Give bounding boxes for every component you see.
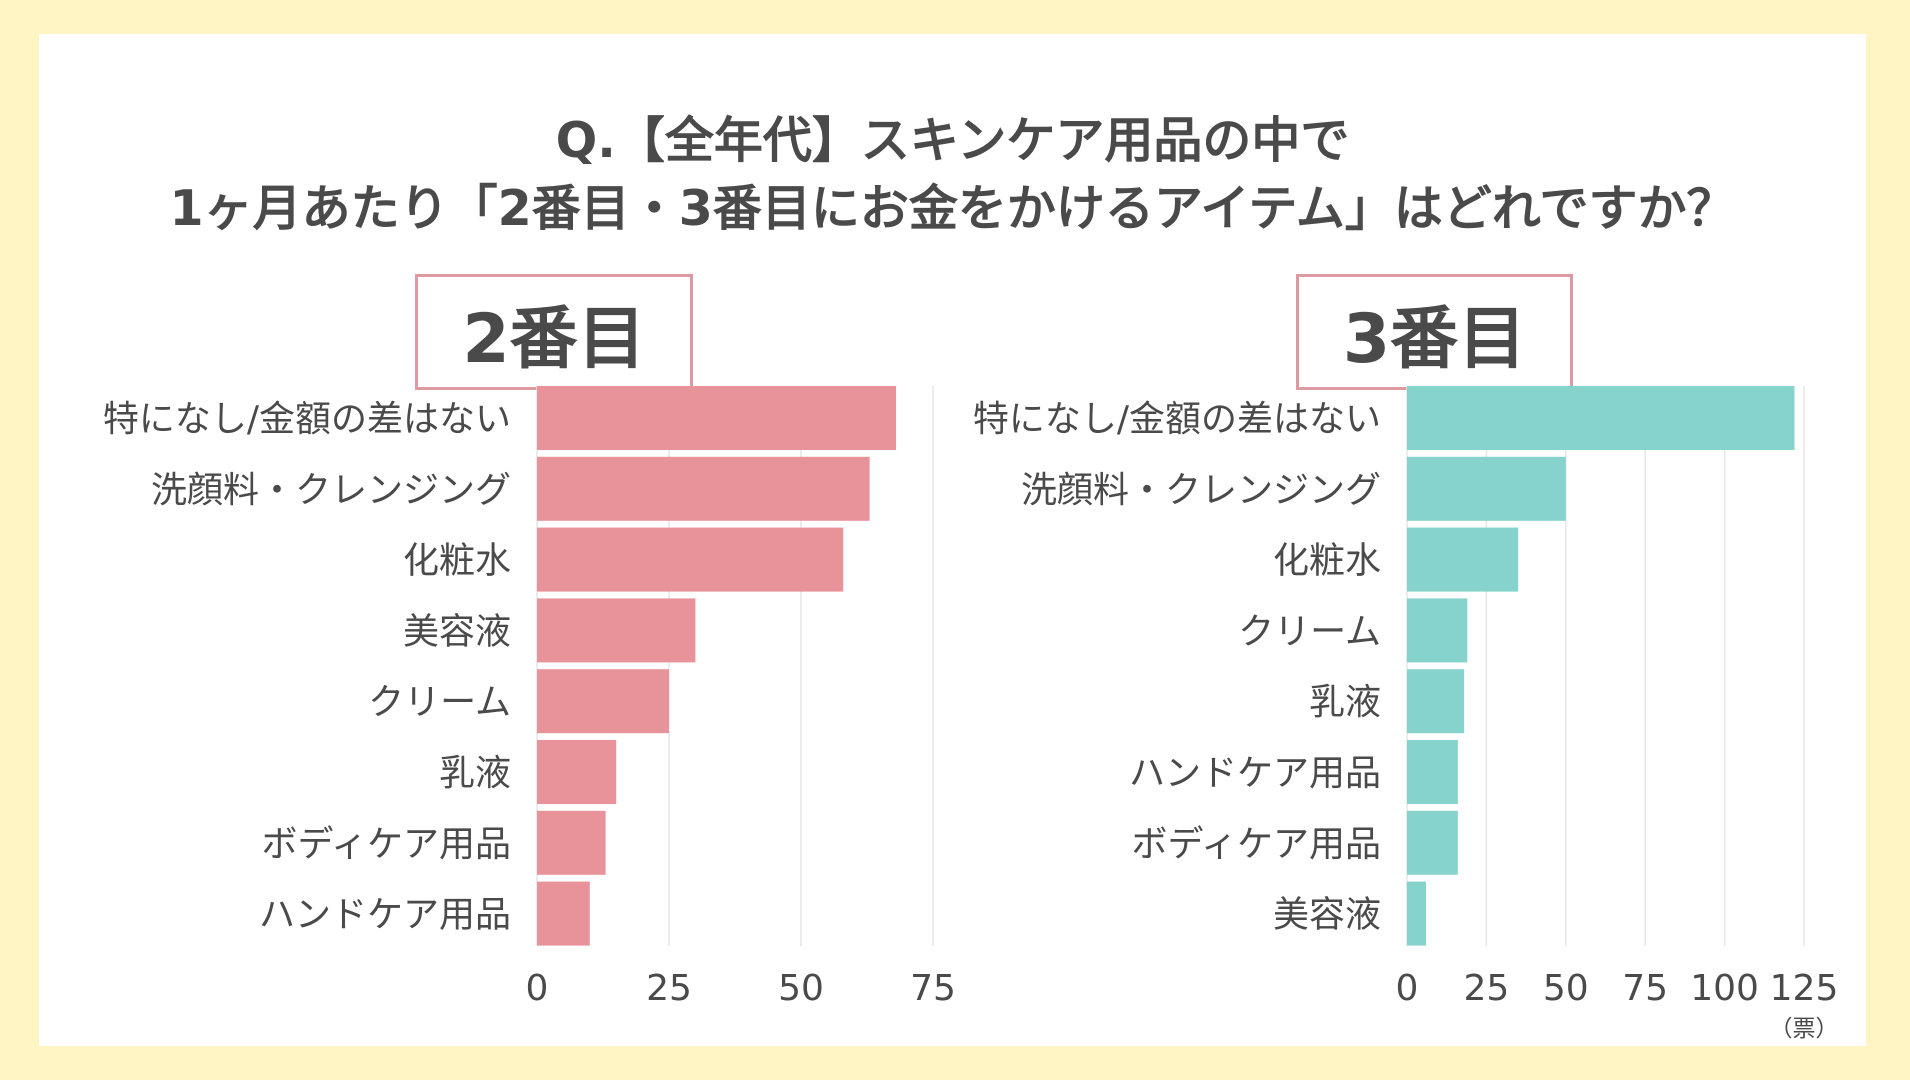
chart-title-line-1: Q.【全年代】スキンケア用品の中で	[555, 112, 1350, 169]
category-label-2nd-5: 乳液	[439, 753, 511, 794]
category-label-2nd-3: 美容液	[403, 611, 511, 652]
tick-label-2nd-1: 25	[646, 968, 692, 1009]
panel-title-2nd: 2番目	[462, 299, 646, 379]
tick-label-2nd-2: 50	[778, 968, 824, 1009]
unit-label: （票）	[1770, 1016, 1839, 1042]
bar-3rd-3	[1407, 598, 1468, 663]
chart-title-line-2: 1ヶ月あたり「2番目・3番目にお金をかけるアイテム」はどれですか？	[169, 180, 1736, 237]
tick-label-3rd-5: 125	[1770, 968, 1839, 1009]
category-label-2nd-2: 化粧水	[403, 541, 511, 582]
category-label-3rd-5: ハンドケア用品	[1129, 753, 1381, 794]
tick-label-3rd-1: 25	[1463, 968, 1509, 1009]
category-label-3rd-2: 化粧水	[1273, 541, 1381, 582]
category-label-2nd-7: ハンドケア用品	[259, 895, 511, 936]
category-label-2nd-0: 特になし/金額の差はない	[103, 399, 511, 440]
bar-3rd-6	[1407, 810, 1458, 875]
bar-3rd-5	[1407, 740, 1458, 804]
bar-3rd-4	[1407, 669, 1465, 734]
bar-3rd-7	[1407, 881, 1427, 946]
category-label-2nd-4: クリーム	[368, 682, 511, 723]
category-label-3rd-0: 特になし/金額の差はない	[973, 399, 1381, 440]
bar-2nd-3	[537, 598, 696, 663]
tick-label-3rd-2: 50	[1543, 968, 1589, 1009]
bar-3rd-0	[1407, 386, 1795, 450]
bar-2nd-1	[537, 456, 870, 521]
bar-3rd-1	[1407, 456, 1566, 521]
bar-3rd-2	[1407, 527, 1519, 592]
bar-2nd-7	[537, 881, 590, 946]
bar-2nd-4	[537, 669, 669, 734]
category-label-3rd-3: クリーム	[1238, 611, 1381, 652]
tick-label-3rd-3: 75	[1622, 968, 1668, 1009]
bar-2nd-6	[537, 810, 606, 875]
category-label-2nd-1: 洗顔料・クレンジング	[151, 470, 511, 511]
category-label-3rd-1: 洗顔料・クレンジング	[1021, 470, 1381, 511]
panel-title-3rd: 3番目	[1342, 299, 1527, 379]
bar-2nd-2	[537, 527, 844, 592]
tick-label-2nd-3: 75	[910, 968, 956, 1009]
category-label-2nd-6: ボディケア用品	[262, 824, 511, 865]
chart-canvas: Q.【全年代】スキンケア用品の中で 1ヶ月あたり「2番目・3番目にお金をかけるア…	[39, 34, 1866, 1046]
tick-label-3rd-4: 100	[1690, 968, 1759, 1009]
category-label-3rd-7: 美容液	[1273, 895, 1381, 936]
bar-2nd-0	[537, 386, 897, 450]
category-label-3rd-6: ボディケア用品	[1132, 824, 1381, 865]
tick-label-3rd-0: 0	[1396, 968, 1419, 1009]
bar-2nd-5	[537, 740, 617, 804]
category-label-3rd-4: 乳液	[1309, 682, 1381, 723]
tick-label-2nd-0: 0	[526, 968, 549, 1009]
